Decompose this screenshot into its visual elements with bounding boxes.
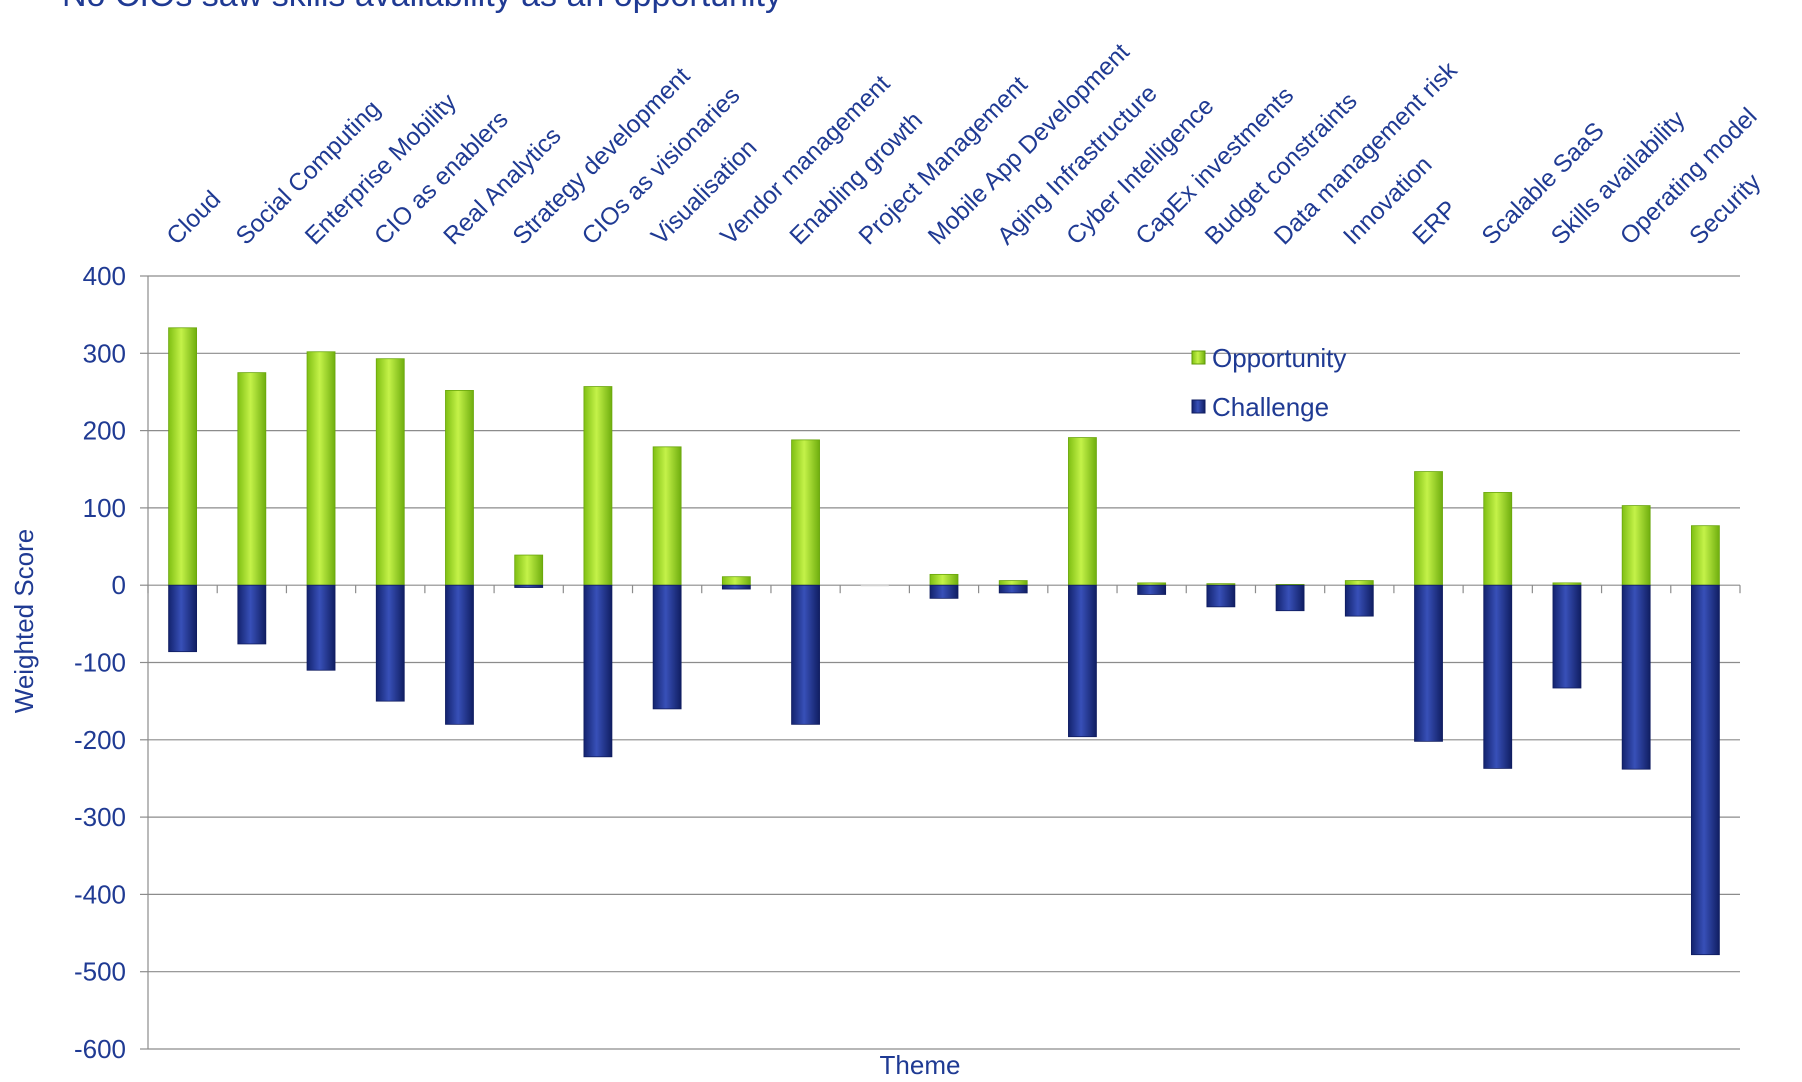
- bar-opportunity: [929, 573, 959, 586]
- chart-title: No CIOs saw skills availability as an op…: [62, 0, 782, 14]
- bar-challenge: [445, 584, 474, 725]
- y-tick-label: 400: [83, 261, 126, 291]
- legend-label-challenge: Challenge: [1212, 392, 1329, 422]
- legend: Opportunity Challenge: [1191, 343, 1346, 422]
- bar-opportunity: [791, 439, 820, 586]
- bar-challenge: [721, 584, 751, 590]
- bar-challenge: [583, 584, 613, 758]
- bar-challenge: [791, 584, 820, 725]
- bar-challenge: [1621, 584, 1651, 770]
- bars: [168, 327, 1720, 956]
- bar-challenge: [375, 584, 405, 702]
- category-label: Scalable SaaS: [1477, 117, 1610, 250]
- y-tick-labels: 400 300 200 100 0 -100 -200 -300 -400 -500 -600: [74, 261, 126, 1064]
- bar-challenge: [1068, 584, 1097, 738]
- y-axis-title: Weighted Score: [9, 529, 39, 714]
- bar-opportunity: [306, 351, 336, 586]
- y-tick-label: 300: [83, 338, 126, 368]
- y-tick-label: -500: [74, 957, 126, 987]
- bar-challenge: [514, 584, 544, 588]
- bar-challenge: [998, 584, 1028, 594]
- bar-opportunity: [1621, 505, 1651, 586]
- bar-opportunity: [514, 554, 544, 586]
- bar-challenge: [1552, 584, 1582, 689]
- bar-challenge: [1414, 584, 1443, 742]
- legend-label-opportunity: Opportunity: [1212, 343, 1346, 373]
- category-label: ERP: [1408, 196, 1463, 251]
- bar-challenge: [652, 584, 682, 710]
- bar-challenge: [929, 584, 959, 599]
- category-label: Cloud: [162, 186, 226, 250]
- bar-opportunity: [445, 390, 474, 586]
- bar-challenge: [1206, 584, 1236, 608]
- y-tick-label: -100: [74, 648, 126, 678]
- bar-opportunity: [1344, 580, 1374, 586]
- bar-opportunity: [237, 372, 267, 586]
- y-tick-label: 200: [83, 416, 126, 446]
- bar-challenge: [168, 584, 198, 653]
- bar-opportunity: [1068, 437, 1097, 586]
- bar-challenge: [1690, 584, 1720, 956]
- y-tick-label: -300: [74, 802, 126, 832]
- y-tick-label: -400: [74, 879, 126, 909]
- bar-opportunity: [1690, 525, 1720, 586]
- bar-opportunity: [1483, 492, 1513, 586]
- x-axis-title: Theme: [880, 1050, 961, 1080]
- bar-opportunity: [998, 580, 1028, 586]
- bar-opportunity: [168, 327, 198, 586]
- bar-opportunity: [375, 358, 405, 586]
- y-tick-label: 0: [112, 570, 126, 600]
- bar-challenge: [306, 584, 336, 671]
- bar-opportunity: [1414, 471, 1443, 586]
- bar-opportunity: [721, 576, 751, 586]
- bar-challenge: [1344, 584, 1374, 617]
- bar-challenge: [237, 584, 267, 645]
- bar-challenge: [1483, 584, 1513, 769]
- bar-opportunity: [652, 446, 682, 586]
- y-tick-label: 100: [83, 493, 126, 523]
- bar-opportunity: [583, 386, 613, 586]
- legend-swatch-challenge: [1191, 399, 1206, 414]
- y-tick-label: -200: [74, 725, 126, 755]
- axes: [140, 275, 1741, 1050]
- legend-swatch-opportunity: [1191, 350, 1206, 365]
- y-tick-label: -600: [74, 1034, 126, 1064]
- bar-challenge: [1137, 584, 1167, 595]
- bar-challenge: [1275, 584, 1305, 612]
